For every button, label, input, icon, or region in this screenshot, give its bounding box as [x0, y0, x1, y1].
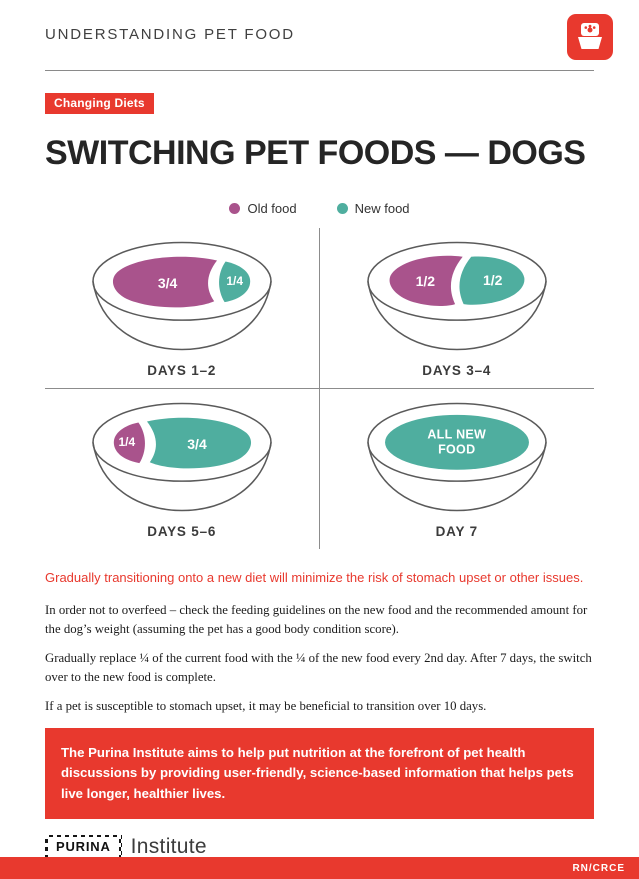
- new-food-fraction: ALL NEW FOOD: [427, 428, 487, 457]
- legend-new-food: New food: [336, 201, 410, 216]
- bowl-days-3-4: 1/2 1/2 DAYS 3–4: [319, 228, 594, 389]
- institute-wordmark: Institute: [130, 835, 207, 859]
- old-food-swatch: [229, 203, 241, 214]
- bowl-days-5-6: 1/4 3/4 DAYS 5–6: [45, 389, 320, 549]
- body-paragraph: In order not to overfeed – check the fee…: [45, 603, 588, 636]
- bowl-days-1-2: 3/4 1/4 DAYS 1–2: [45, 228, 320, 389]
- bowl-graphic: [366, 402, 547, 512]
- page-title: SWITCHING PET FOODS — DOGS: [45, 134, 586, 172]
- purina-wordmark: PURINA: [48, 837, 119, 858]
- bowl-illustration: 3/4 1/4: [73, 234, 291, 359]
- bowl-graphic: [91, 402, 272, 512]
- transition-diagram: 3/4 1/4 DAYS 1–2 1/2 1/2 DAYS 3–4: [45, 228, 594, 549]
- body-paragraph: If a pet is susceptible to stomach upset…: [45, 699, 487, 714]
- bowl-illustration: ALL NEW FOOD: [348, 395, 566, 520]
- bowl-caption: DAYS 3–4: [422, 363, 492, 378]
- category-badge: Changing Diets: [45, 93, 154, 114]
- header-title: UNDERSTANDING PET FOOD: [45, 26, 295, 43]
- bowl-day-7: ALL NEW FOOD DAY 7: [320, 389, 595, 549]
- legend-old-food: Old food: [229, 201, 297, 216]
- new-food-fraction: 1/2: [482, 271, 503, 288]
- pet-food-icon: [567, 14, 613, 60]
- old-food-fraction: 1/2: [415, 273, 436, 290]
- header-divider: [45, 70, 594, 71]
- bowl-illustration: 1/4 3/4: [73, 395, 291, 520]
- bowl-graphic: [91, 241, 272, 351]
- document-code: RN/CRCE: [572, 862, 625, 874]
- body-paragraph: Gradually replace ¼ of the current food …: [45, 651, 592, 684]
- footer-bar: RN/CRCE: [0, 857, 639, 879]
- highlight-text: Gradually transitioning onto a new diet …: [45, 570, 584, 585]
- new-food-fraction: 1/4: [226, 274, 244, 289]
- legend-new-label: New food: [354, 201, 410, 216]
- bowl-illustration: 1/2 1/2: [348, 234, 566, 359]
- purina-logo: PURINA Institute: [45, 835, 594, 860]
- bowl-graphic: [366, 241, 547, 351]
- page-header: UNDERSTANDING PET FOOD: [0, 0, 639, 60]
- purina-checkerboard-icon: PURINA: [45, 835, 122, 860]
- legend: Old food New food: [0, 201, 639, 216]
- new-food-fraction: 3/4: [187, 436, 207, 453]
- new-food-swatch: [336, 203, 348, 214]
- body-copy: In order not to overfeed – check the fee…: [45, 601, 594, 716]
- legend-old-label: Old food: [247, 201, 297, 216]
- old-food-fraction: 1/4: [118, 435, 136, 450]
- bowl-caption: DAYS 5–6: [147, 524, 217, 539]
- bowl-caption: DAYS 1–2: [147, 363, 217, 378]
- pet-bowl-icon: [578, 23, 602, 49]
- bowl-caption: DAY 7: [435, 524, 478, 539]
- old-food-fraction: 3/4: [157, 275, 178, 292]
- mission-callout: The Purina Institute aims to help put nu…: [45, 727, 594, 820]
